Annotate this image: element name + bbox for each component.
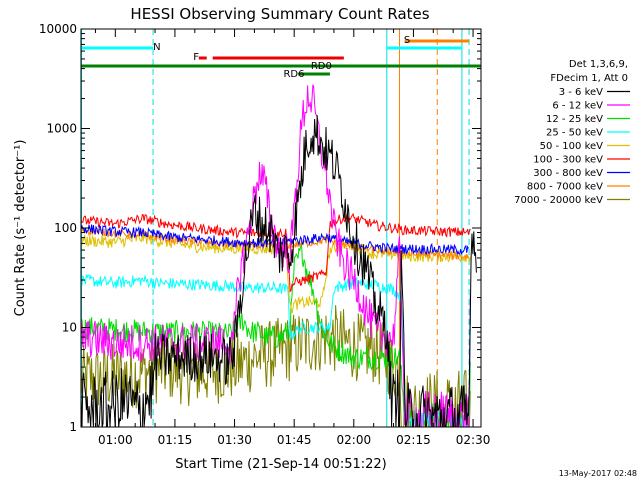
night-flag-label: N [153,42,160,53]
legend-header-line: FDecim 1, Att 0 [550,73,628,84]
legend: Det 1,3,6,9, FDecim 1, Att 0 3 - 6 keV 6 - … [514,59,630,206]
legend-entry-label: 25 - 50 keV [546,128,603,139]
legend-entry-label: 6 - 12 keV [552,101,603,112]
chart-title: HESSI Observing Summary Count Rates [130,5,429,23]
series-line [81,115,477,427]
x-tick-label: 01:00 [98,433,133,447]
x-tick-label: 01:30 [217,433,252,447]
y-axis-label: Count Rate (s⁻¹ detector⁻¹) [13,140,28,317]
x-tick-label: 01:15 [158,433,193,447]
x-tick-label: 02:15 [396,433,431,447]
x-tick-label: 02:30 [456,433,491,447]
x-tick-label: 01:45 [277,433,312,447]
legend-entry-label: 12 - 25 keV [546,114,603,125]
legend-entry-label: 50 - 100 keV [540,141,604,152]
rd6-flag-label: RD6 [283,69,304,80]
y-tick-label: 1000 [46,122,77,136]
legend-entry-label: 7000 - 20000 keV [514,195,603,206]
x-tick-label: 02:00 [337,433,372,447]
series-lines [81,84,477,427]
x-axis-label: Start Time (21-Sep-14 00:51:22) [175,457,386,472]
y-tick-label: 10 [62,321,77,335]
rd0-flag-label: RD0 [311,61,332,72]
axis-ticks: 01:00 01:15 01:30 01:45 02:00 02:15 02:30 1 10 10… [39,22,491,447]
legend-entry-label: 3 - 6 keV [559,87,603,98]
saa-flag-label: S [404,35,410,46]
y-tick-label: 1 [69,420,77,434]
legend-entry-label: 800 - 7000 keV [527,182,603,193]
timestamp: 13-May-2017 02:48 [559,469,637,478]
y-tick-label: 100 [54,221,77,235]
legend-header-line: Det 1,3,6,9, [569,59,628,70]
flare-flag-label: F [193,52,199,63]
legend-entry-label: 100 - 300 keV [533,155,603,166]
legend-entry-label: 300 - 800 keV [533,168,603,179]
y-tick-label: 10000 [39,22,77,36]
